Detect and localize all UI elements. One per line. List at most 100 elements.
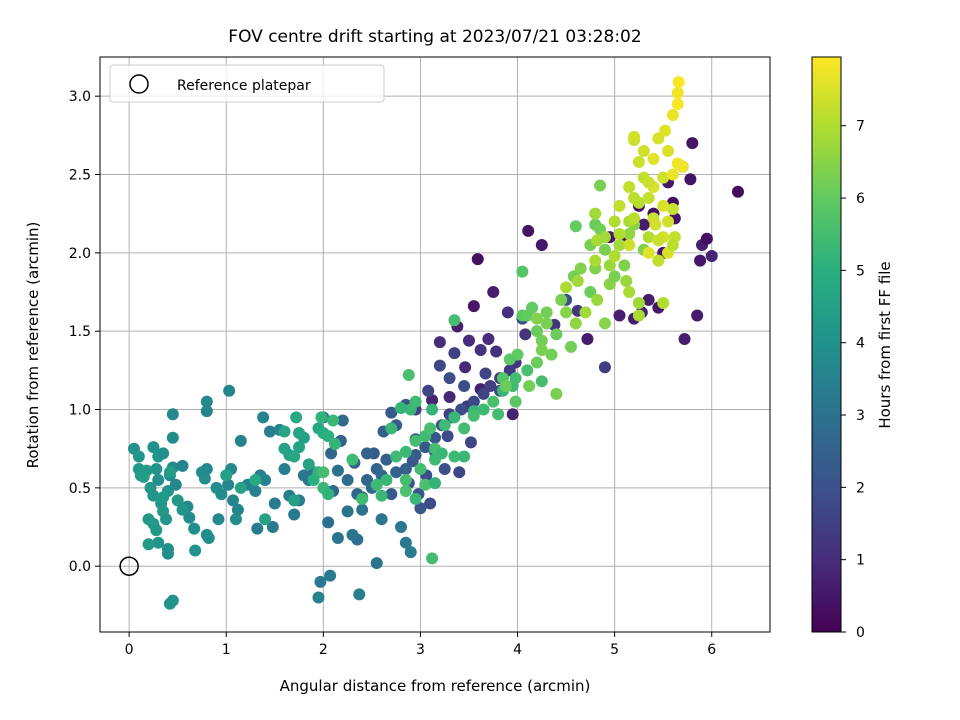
- data-point: [385, 488, 398, 501]
- data-point: [535, 239, 548, 252]
- reference-platepar-marker: [119, 556, 139, 576]
- data-point: [302, 458, 315, 471]
- data-point: [147, 489, 160, 502]
- data-point: [662, 145, 675, 158]
- data-point: [530, 312, 543, 325]
- y-tick-label: 2.5: [69, 168, 91, 184]
- data-point: [448, 347, 461, 360]
- data-point: [198, 472, 211, 485]
- data-point: [171, 494, 184, 507]
- data-point: [150, 463, 163, 476]
- data-point: [263, 425, 276, 438]
- x-tick-label: 4: [513, 642, 522, 658]
- data-point: [623, 181, 636, 194]
- data-point: [438, 419, 451, 432]
- data-point: [598, 231, 611, 244]
- data-point: [671, 87, 684, 100]
- data-point: [322, 488, 335, 501]
- data-point: [422, 384, 435, 397]
- data-point: [657, 171, 670, 184]
- data-point: [227, 494, 240, 507]
- colorbar-tick-label: 5: [856, 263, 865, 279]
- data-point: [555, 293, 568, 306]
- colorbar-tick-label: 4: [856, 336, 865, 352]
- data-point: [545, 348, 558, 361]
- data-point: [613, 309, 626, 322]
- data-point: [448, 314, 461, 327]
- legend: Reference platepar: [109, 64, 385, 103]
- data-point: [560, 281, 573, 294]
- y-tick-label: 1.5: [69, 324, 91, 340]
- y-axis-ticks: 0.0 0.5 1.0 1.5 2.0 2.5 3.0: [69, 89, 100, 575]
- data-point: [666, 108, 679, 121]
- data-point: [370, 557, 383, 570]
- data-point: [540, 317, 553, 330]
- data-point: [356, 492, 369, 505]
- data-point: [694, 254, 707, 267]
- data-point: [188, 522, 201, 535]
- data-point: [132, 463, 145, 476]
- data-point: [652, 254, 665, 267]
- data-point: [152, 474, 165, 487]
- data-point: [200, 405, 213, 418]
- data-point: [399, 474, 412, 487]
- data-point: [142, 538, 155, 551]
- x-tick-label: 1: [222, 642, 231, 658]
- data-point: [183, 511, 196, 524]
- colorbar-tick-label: 7: [856, 119, 865, 135]
- data-point: [424, 497, 437, 510]
- data-point: [404, 546, 417, 559]
- data-point: [169, 478, 182, 491]
- data-point: [409, 492, 422, 505]
- data-point: [623, 286, 636, 299]
- x-axis-ticks: 0 1 2 3 4 5 6: [125, 632, 716, 658]
- data-point: [623, 239, 636, 252]
- data-point: [642, 231, 655, 244]
- data-point: [581, 333, 594, 346]
- data-point: [462, 334, 475, 347]
- colorbar-tick-label: 6: [856, 191, 865, 207]
- data-point: [293, 427, 306, 440]
- data-point: [259, 474, 272, 487]
- data-point: [229, 513, 242, 526]
- data-point: [608, 249, 621, 262]
- data-point: [448, 411, 461, 424]
- data-point: [160, 513, 173, 526]
- data-point: [429, 477, 441, 490]
- data-point: [409, 395, 422, 408]
- data-point: [152, 536, 165, 549]
- colorbar-tick-label: 0: [856, 625, 865, 641]
- data-point: [419, 441, 432, 454]
- data-point: [278, 463, 291, 476]
- data-point: [402, 369, 415, 382]
- data-point: [678, 333, 691, 346]
- data-point: [487, 286, 500, 299]
- data-point: [458, 450, 471, 463]
- data-point: [642, 246, 655, 259]
- colorbar-label: Hours from first FF file: [876, 261, 894, 428]
- data-point: [503, 353, 516, 366]
- data-point: [540, 306, 553, 319]
- data-point: [521, 364, 534, 377]
- data-point: [628, 130, 641, 143]
- data-point: [700, 232, 713, 245]
- data-point: [535, 343, 548, 356]
- data-point: [132, 450, 145, 463]
- data-point: [560, 306, 573, 319]
- data-point: [324, 569, 337, 582]
- data-point: [327, 414, 340, 427]
- data-point: [637, 218, 650, 231]
- data-point: [479, 367, 492, 380]
- data-point: [535, 334, 548, 347]
- data-point: [212, 513, 225, 526]
- x-tick-label: 3: [416, 642, 425, 658]
- data-point: [290, 411, 303, 424]
- data-point: [288, 450, 301, 463]
- y-tick-label: 2.0: [69, 246, 91, 262]
- data-point: [649, 218, 662, 231]
- x-tick-label: 2: [319, 642, 328, 658]
- data-point: [147, 441, 160, 454]
- legend-label: Reference platepar: [177, 78, 311, 94]
- data-point: [642, 192, 655, 205]
- data-point: [409, 448, 422, 461]
